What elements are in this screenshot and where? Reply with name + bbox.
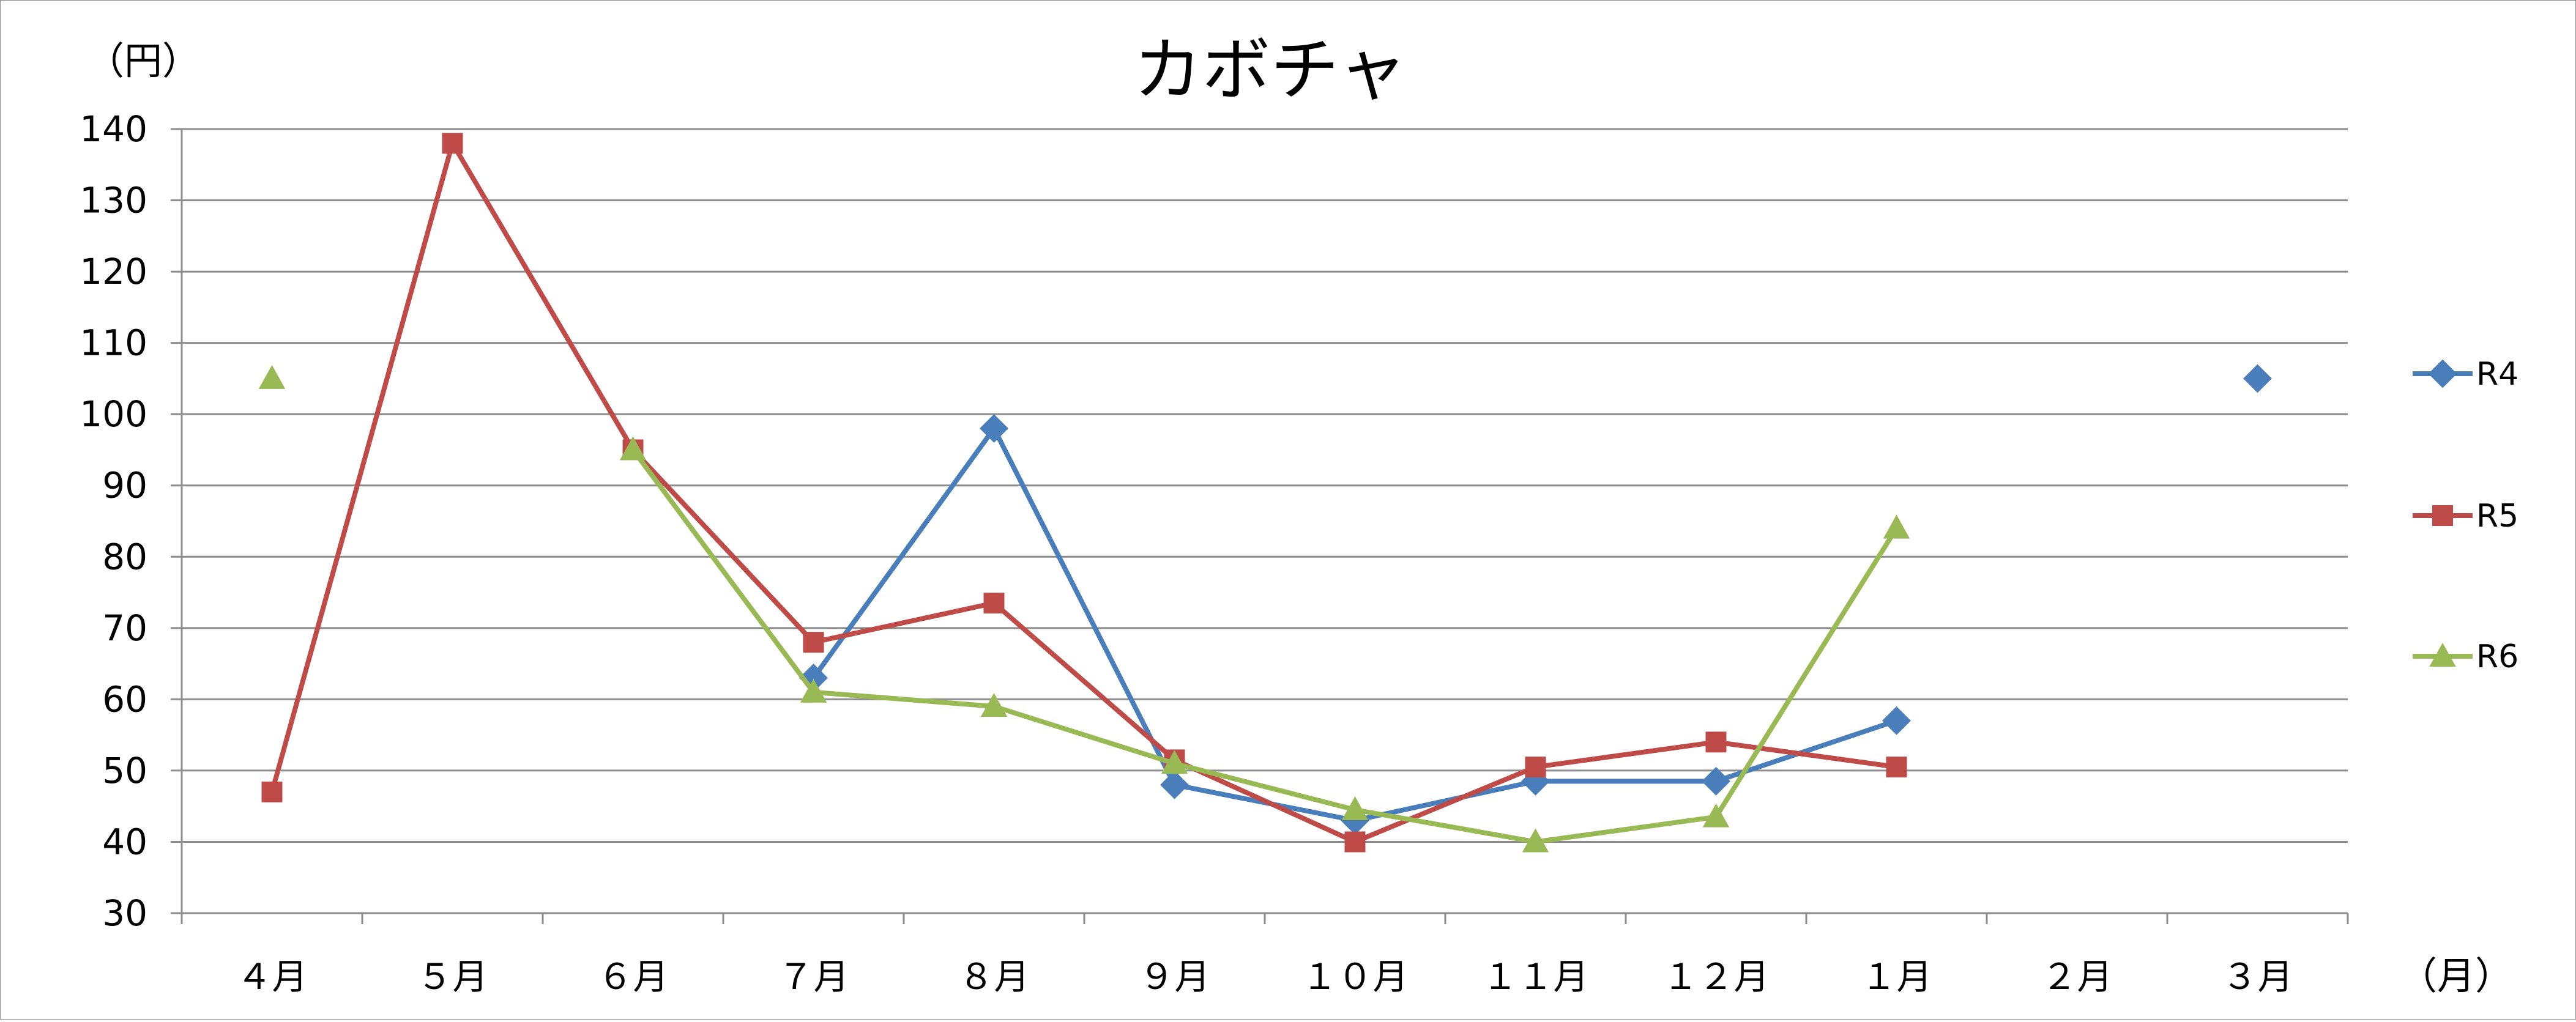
- y-tick-label: 120: [80, 251, 147, 292]
- series-line-segment: [991, 704, 1177, 766]
- data-point: [258, 365, 286, 389]
- series-line-segment: [630, 447, 816, 695]
- legend-item-r5: R5: [2413, 498, 2518, 535]
- data-point: [619, 436, 647, 461]
- y-tick-label: 30: [102, 892, 147, 934]
- series-r6: [258, 365, 1910, 853]
- series-line-segment: [450, 141, 636, 453]
- data-point: [1705, 731, 1727, 753]
- series-line-segment: [1352, 807, 1538, 845]
- series-line-segment: [811, 601, 997, 645]
- x-tick-label: ３月: [2222, 956, 2293, 998]
- series-line-segment: [811, 426, 997, 681]
- y-axis-unit-label: （円）: [86, 39, 200, 83]
- data-point: [1161, 750, 1188, 774]
- y-tick-label: 70: [102, 607, 147, 649]
- data-point: [2243, 364, 2272, 393]
- series-line-segment: [1533, 739, 1719, 770]
- series-line-segment: [991, 601, 1177, 763]
- axes: [171, 128, 2349, 924]
- series-line-segment: [1172, 761, 1358, 813]
- legend-label: R6: [2476, 639, 2518, 675]
- series-line-segment: [1533, 814, 1719, 845]
- series-line-segment: [630, 447, 816, 645]
- data-point: [800, 678, 827, 703]
- data-point: [1882, 706, 1911, 735]
- x-tick-label: ７月: [778, 956, 849, 998]
- data-point: [803, 632, 824, 653]
- series-line-segment: [1713, 525, 1899, 820]
- data-point: [1702, 803, 1730, 828]
- data-point: [980, 692, 1008, 717]
- x-axis-unit-label: （月）: [2399, 953, 2513, 998]
- data-point: [1522, 828, 1549, 853]
- data-point: [1160, 770, 1189, 799]
- y-tick-label: 110: [80, 322, 147, 364]
- x-tick-label: １月: [1861, 956, 1932, 998]
- x-tick-label: １０月: [1301, 956, 1408, 998]
- data-point: [1886, 757, 1907, 778]
- x-tick-label: ２月: [2041, 956, 2112, 998]
- legend-label: R4: [2476, 356, 2518, 393]
- x-tick-labels: ４月 ５月 ６月 ７月 ８月 ９月 １０月 １１月 １２月 １月 ２月 ３月: [236, 956, 2293, 998]
- y-tick-label: 90: [102, 465, 147, 506]
- data-point: [442, 133, 463, 154]
- data-point: [261, 781, 283, 802]
- x-tick-label: ５月: [417, 956, 488, 998]
- y-tick-label: 100: [80, 393, 147, 435]
- grid-lines: [182, 128, 2348, 843]
- series-line-segment: [269, 141, 455, 794]
- x-tick-label: １２月: [1662, 956, 1769, 998]
- y-tick-label: 140: [80, 108, 147, 150]
- series-line-segment: [1352, 765, 1538, 845]
- data-point: [1525, 757, 1546, 778]
- data-point: [980, 414, 1008, 443]
- legend-marker: [2428, 359, 2457, 388]
- series-line-segment: [1713, 739, 1899, 770]
- x-tick-label: ９月: [1139, 956, 1210, 998]
- data-point: [1344, 831, 1366, 853]
- y-tick-label: 50: [102, 750, 147, 791]
- legend-label: R5: [2476, 498, 2518, 535]
- x-tick-label: ８月: [958, 956, 1029, 998]
- legend-item-r6: R6: [2413, 639, 2518, 675]
- y-tick-label: 60: [102, 678, 147, 720]
- series-plot: [258, 133, 2272, 853]
- x-tick-label: ４月: [236, 956, 307, 998]
- y-tick-label: 40: [102, 821, 147, 862]
- series-line-segment: [991, 426, 1177, 788]
- legend-marker: [2432, 505, 2453, 526]
- x-tick-label: １１月: [1482, 956, 1588, 998]
- legend-marker: [2429, 642, 2456, 667]
- data-point: [1341, 796, 1369, 821]
- chart-title: カボチャ: [1134, 31, 1407, 110]
- series-r5: [261, 133, 1907, 853]
- data-point: [1883, 514, 1910, 539]
- series-line-segment: [811, 689, 997, 709]
- x-tick-label: ６月: [597, 956, 668, 998]
- legend-item-r4: R4: [2413, 356, 2518, 393]
- y-tick-labels: 30 40 50 60 70 80 90 100 110 120 130 140: [80, 108, 147, 934]
- y-tick-label: 130: [80, 180, 147, 221]
- y-tick-label: 80: [102, 536, 147, 577]
- data-point: [1702, 766, 1730, 796]
- data-point: [983, 593, 1005, 614]
- legend: R4 R5 R6: [2413, 356, 2518, 675]
